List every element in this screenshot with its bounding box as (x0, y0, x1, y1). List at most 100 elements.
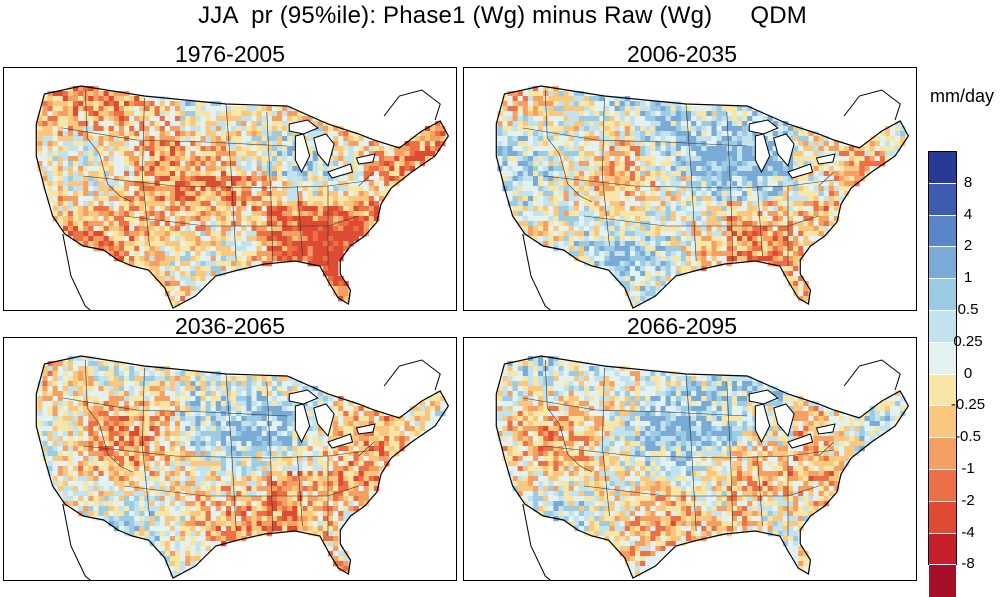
grid-cell (180, 371, 185, 376)
grid-cell (195, 256, 200, 261)
grid-cell (73, 186, 78, 191)
grid-cell (58, 91, 63, 96)
grid-cell (201, 151, 206, 156)
grid-cell (63, 406, 68, 411)
grid-cell (58, 131, 63, 136)
grid-cell (37, 391, 42, 396)
grid-cell (671, 156, 676, 161)
grid-cell (399, 161, 404, 166)
grid-cell (615, 151, 620, 156)
grid-cell (650, 136, 655, 141)
grid-cell (625, 116, 630, 121)
grid-cell (579, 106, 584, 111)
grid-cell (589, 111, 594, 116)
grid-cell (543, 206, 548, 211)
grid-cell (625, 126, 630, 131)
grid-cell (277, 171, 282, 176)
grid-cell (78, 206, 83, 211)
grid-cell (160, 401, 165, 406)
grid-cell (323, 201, 328, 206)
grid-cell (671, 161, 676, 166)
grid-cell (757, 256, 762, 261)
grid-cell (523, 151, 528, 156)
grid-cell (303, 221, 308, 226)
grid-cell (379, 176, 384, 181)
grid-cell (206, 381, 211, 386)
grid-cell (83, 126, 88, 131)
grid-cell (788, 251, 793, 256)
grid-cell (119, 151, 124, 156)
grid-cell (655, 251, 660, 256)
grid-cell (211, 121, 216, 126)
grid-cell (165, 276, 170, 281)
grid-cell (523, 216, 528, 221)
grid-cell (318, 256, 323, 261)
grid-cell (83, 221, 88, 226)
grid-cell (773, 201, 778, 206)
grid-cell (681, 221, 686, 226)
grid-cell (155, 191, 160, 196)
grid-cell (83, 361, 88, 366)
grid-cell (620, 251, 625, 256)
grid-cell (190, 161, 195, 166)
grid-cell (68, 96, 73, 101)
grid-cell (604, 141, 609, 146)
grid-cell (78, 106, 83, 111)
grid-cell (246, 186, 251, 191)
grid-cell (252, 121, 257, 126)
grid-cell (63, 91, 68, 96)
grid-cell (195, 261, 200, 266)
grid-cell (206, 236, 211, 241)
grid-cell (727, 156, 732, 161)
grid-cell (594, 191, 599, 196)
grid-cell (630, 246, 635, 251)
grid-cell (706, 146, 711, 151)
grid-cell (696, 156, 701, 161)
grid-cell (83, 386, 88, 391)
grid-cell (88, 396, 93, 401)
grid-cell (139, 166, 144, 171)
grid-cell (645, 206, 650, 211)
grid-cell (150, 381, 155, 386)
grid-cell (277, 201, 282, 206)
grid-cell (165, 251, 170, 256)
grid-cell (42, 166, 47, 171)
grid-cell (722, 231, 727, 236)
grid-cell (778, 226, 783, 231)
grid-cell (895, 131, 900, 136)
grid-cell (333, 211, 338, 216)
grid-cell (42, 391, 47, 396)
grid-cell (364, 211, 369, 216)
grid-cell (783, 226, 788, 231)
grid-cell (712, 246, 717, 251)
grid-cell (793, 191, 798, 196)
grid-cell (655, 261, 660, 266)
grid-cell (666, 231, 671, 236)
grid-cell (528, 146, 533, 151)
grid-cell (180, 226, 185, 231)
grid-cell (241, 116, 246, 121)
grid-cell (48, 366, 53, 371)
grid-cell (681, 176, 686, 181)
grid-cell (742, 196, 747, 201)
grid-cell (231, 391, 236, 396)
grid-cell (737, 196, 742, 201)
grid-cell (686, 221, 691, 226)
grid-cell (73, 101, 78, 106)
grid-cell (88, 201, 93, 206)
grid-cell (640, 166, 645, 171)
grid-cell (144, 211, 149, 216)
grid-cell (236, 226, 241, 231)
grid-cell (165, 261, 170, 266)
grid-cell (257, 196, 262, 201)
grid-cell (282, 251, 287, 256)
grid-cell (221, 176, 226, 181)
grid-cell (681, 246, 686, 251)
grid-cell (216, 401, 221, 406)
grid-cell (93, 411, 98, 416)
grid-cell (819, 226, 824, 231)
grid-cell (282, 136, 287, 141)
grid-cell (661, 116, 666, 121)
grid-cell (666, 176, 671, 181)
grid-cell (216, 146, 221, 151)
